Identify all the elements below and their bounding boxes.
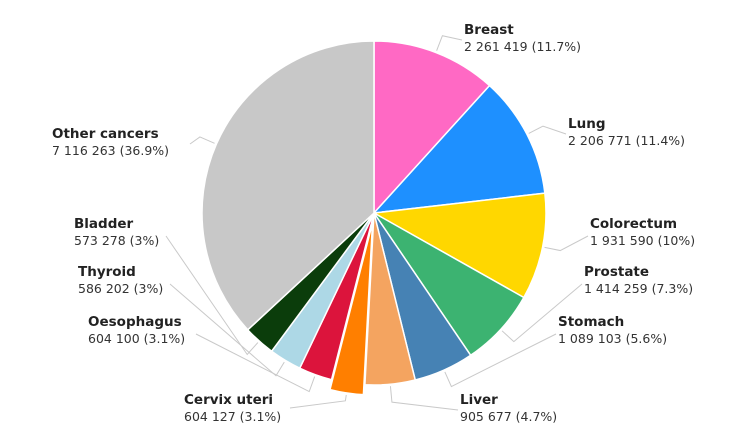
leader-line <box>389 386 459 411</box>
slice-label-name: Lung <box>568 116 606 132</box>
slice-label-value: 1 931 590 (10%) <box>590 233 695 248</box>
slice-label-name: Stomach <box>558 314 624 330</box>
slice-label-value: 604 127 (3.1%) <box>184 409 281 424</box>
slice-label-name: Colorectum <box>590 216 677 232</box>
leader-line <box>195 333 316 393</box>
slice-label-value: 1 414 259 (7.3%) <box>584 281 693 296</box>
slice-label-value: 905 677 (4.7%) <box>460 409 557 424</box>
leader-line <box>436 35 463 51</box>
pie-slice-other-cancers <box>201 40 375 331</box>
slice-label-value: 604 100 (3.1%) <box>88 331 185 346</box>
pie-slice-lung <box>372 84 546 214</box>
slice-label-name: Cervix uteri <box>184 392 273 408</box>
slice-label-name: Oesophagus <box>88 314 182 330</box>
leader-line <box>189 136 215 145</box>
slice-label-value: 2 261 419 (11.7%) <box>464 39 581 54</box>
slice-label-value: 586 202 (3%) <box>78 281 163 296</box>
leader-line <box>544 235 589 252</box>
slice-label-name: Breast <box>464 22 514 38</box>
slice-label-value: 2 206 771 (11.4%) <box>568 133 685 148</box>
leader-line <box>444 333 557 388</box>
slice-label-value: 1 089 103 (5.6%) <box>558 331 667 346</box>
slice-label-value: 573 278 (3%) <box>74 233 159 248</box>
slice-label-value: 7 116 263 (36.9%) <box>52 143 169 158</box>
slice-label-name: Prostate <box>584 264 649 280</box>
leader-line <box>289 394 347 409</box>
slice-label-name: Other cancers <box>52 126 159 142</box>
leader-lines <box>165 35 589 411</box>
pie-slice-colorectum <box>371 192 547 299</box>
pie-slice-cervix-uteri <box>329 222 374 396</box>
pie-slice-breast <box>373 40 491 215</box>
slice-label-name: Liver <box>460 392 498 408</box>
leader-line <box>165 235 259 356</box>
pie-slice-liver <box>364 212 417 386</box>
leader-line <box>528 125 567 135</box>
leader-line <box>169 283 285 377</box>
slice-label-name: Bladder <box>74 216 134 232</box>
slice-label-name: Thyroid <box>78 264 136 280</box>
leader-line <box>501 283 583 343</box>
pie-slices <box>201 40 547 396</box>
